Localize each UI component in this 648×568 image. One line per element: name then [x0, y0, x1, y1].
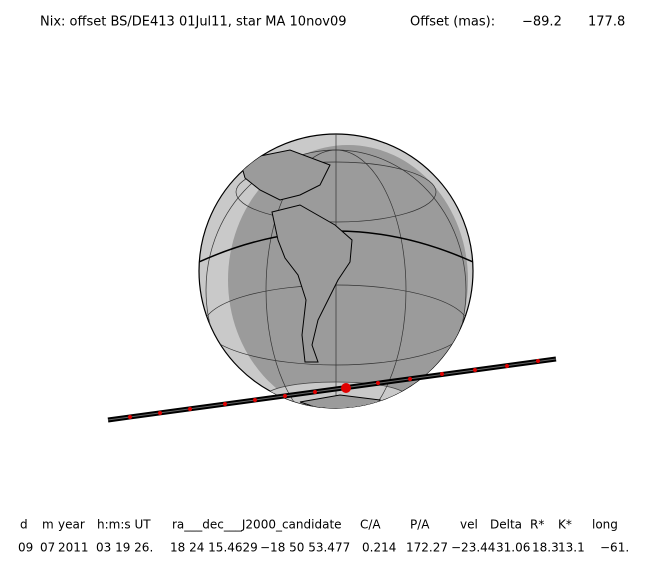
column-value: 09	[18, 541, 33, 555]
column-value: −18 50 53.477	[260, 541, 350, 555]
column-value: 172.27	[406, 541, 448, 555]
offset-y: 177.8	[588, 15, 625, 30]
occultation-track	[107, 356, 557, 423]
column-value: 18.3	[532, 541, 559, 555]
column-value: 0.214	[362, 541, 396, 555]
column-value: −61.	[600, 541, 629, 555]
column-header: h:m:s UT	[97, 518, 151, 532]
column-value: 18 24 15.4629	[170, 541, 258, 555]
column-value: 2011	[58, 541, 89, 555]
column-value: 31.06	[496, 541, 530, 555]
column-value: 13.1	[558, 541, 585, 555]
column-header: K*	[558, 518, 572, 532]
column-header: d	[20, 518, 28, 532]
column-header: m	[42, 518, 54, 532]
info-table: d m year h:m:s UT ra___dec___J2000_candidate…	[18, 518, 629, 555]
column-value: 03 19 26.	[96, 541, 153, 555]
offset-x: −89.2	[522, 15, 562, 30]
column-header: R*	[530, 518, 544, 532]
column-value: 07	[40, 541, 55, 555]
column-header: ra___dec___J2000_candidate	[172, 518, 342, 532]
offset-label: Offset (mas):	[410, 15, 495, 30]
column-header: P/A	[410, 518, 430, 532]
title: Nix: offset BS/DE413 01Jul11, star MA 10…	[40, 15, 347, 30]
column-header: vel	[460, 518, 478, 532]
column-header: Delta	[490, 518, 522, 532]
column-header: year	[58, 518, 85, 532]
column-header: C/A	[360, 518, 381, 532]
column-value: −23.44	[451, 541, 495, 555]
column-header: long	[592, 518, 618, 532]
